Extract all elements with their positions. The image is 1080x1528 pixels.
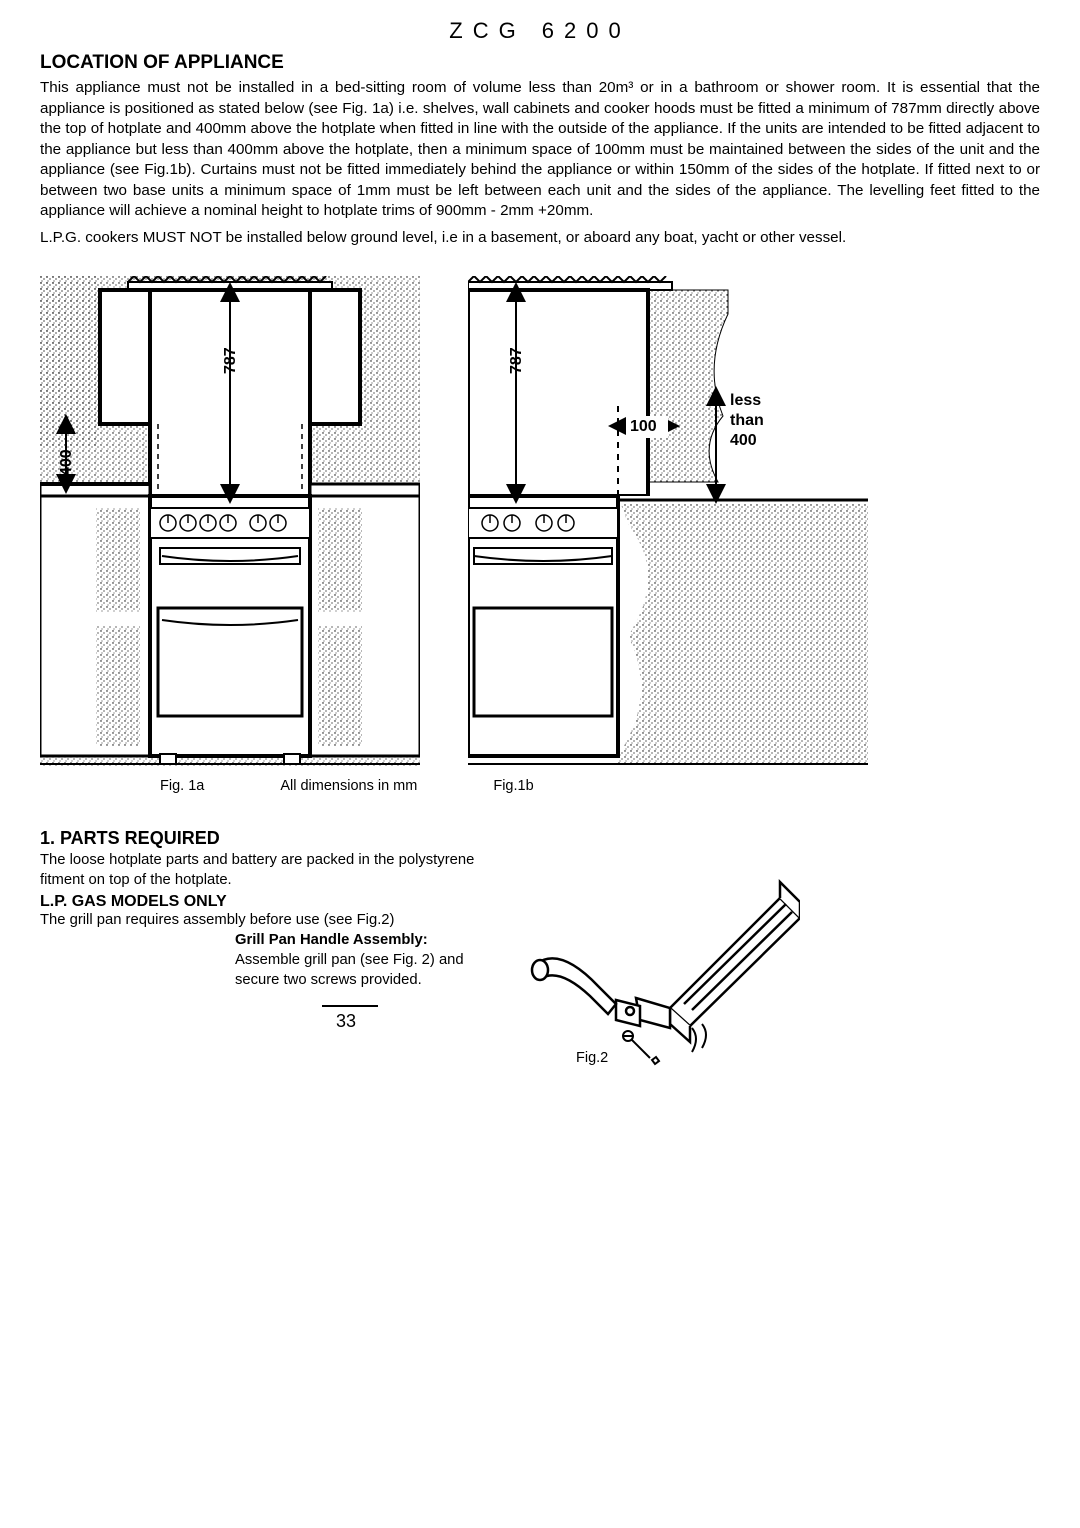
grill-pan-block: Grill Pan Handle Assembly: Assemble gril… (235, 931, 495, 991)
body-paragraph-2: L.P.G. cookers MUST NOT be installed bel… (40, 228, 1040, 249)
figure-1a: 787 400 (40, 276, 420, 766)
fig1b-caption: Fig.1b (493, 778, 533, 794)
lp-gas-heading: L.P. GAS MODELS ONLY (40, 893, 500, 911)
figure-1b: 787 100 less than 400 (468, 276, 868, 766)
parts-line1: The loose hotplate parts and battery are… (40, 851, 500, 891)
page-number: 33 (336, 1011, 500, 1032)
dim-less-label: less (730, 392, 761, 410)
dim-787-label: 787 (222, 347, 240, 374)
parts-required-heading: 1. PARTS REQUIRED (40, 828, 500, 849)
section-heading: LOCATION OF APPLIANCE (40, 52, 1040, 74)
parts-required-block: 1. PARTS REQUIRED The loose hotplate par… (40, 828, 500, 1032)
dim-400-label: 400 (58, 449, 76, 476)
dim-787b-label: 787 (508, 347, 526, 374)
dim-100-label: 100 (630, 418, 657, 436)
diagrams-row: 787 400 (40, 276, 1040, 766)
parts-line2: The grill pan requires assembly before u… (40, 911, 500, 931)
figure-2: Fig.2 (520, 828, 800, 1078)
figure-2-svg (520, 828, 800, 1078)
model-number: ZCG 6200 (40, 18, 1040, 44)
divider-small (322, 1005, 378, 1007)
fig1a-caption: Fig. 1a (160, 778, 204, 794)
fig2-caption: Fig.2 (576, 1050, 608, 1066)
dim-than-label: than (730, 412, 764, 430)
body-paragraph-1: This appliance must not be installed in … (40, 78, 1040, 222)
grill-pan-body: Assemble grill pan (see Fig. 2) and secu… (235, 951, 495, 991)
dim-400b-label: 400 (730, 432, 757, 450)
figure-caption-row: Fig. 1a All dimensions in mm Fig.1b (40, 778, 1040, 794)
grill-pan-title: Grill Pan Handle Assembly: (235, 931, 495, 951)
bottom-row: 1. PARTS REQUIRED The loose hotplate par… (40, 828, 1040, 1078)
dimensions-note: All dimensions in mm (280, 778, 417, 794)
figure-1b-svg (468, 276, 868, 766)
